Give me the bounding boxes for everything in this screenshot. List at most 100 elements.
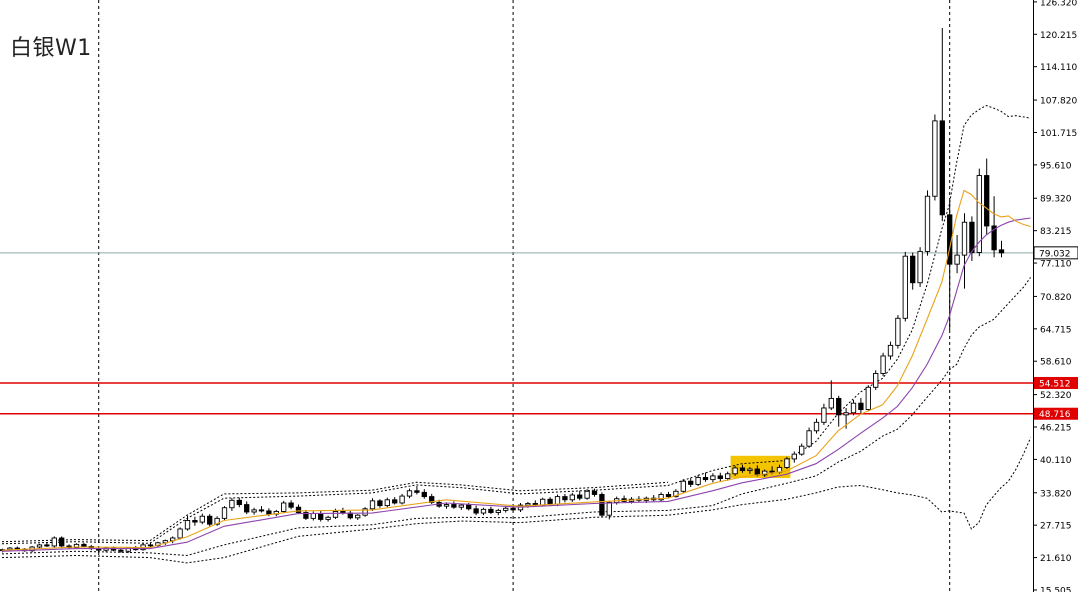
y-tick-label: 89.320: [1040, 195, 1072, 205]
candle-body: [591, 490, 598, 495]
candle: [577, 490, 583, 501]
candle-body: [473, 508, 479, 514]
candle-body: [44, 544, 50, 547]
level-label: 54.512: [1039, 379, 1071, 389]
candle-body: [503, 507, 509, 511]
candle-body: [429, 496, 435, 503]
candle: [910, 252, 916, 290]
candle-body: [784, 458, 790, 468]
candle: [184, 515, 191, 531]
candle-body: [236, 499, 242, 506]
candle: [858, 397, 864, 414]
candle-body: [873, 373, 879, 388]
candle: [688, 478, 694, 488]
candle-body: [251, 509, 257, 513]
candle: [362, 507, 368, 517]
candle: [229, 498, 235, 511]
candle: [665, 491, 672, 499]
candle-body: [310, 513, 316, 519]
candle: [873, 370, 879, 390]
candle-body: [606, 501, 612, 516]
candle-body: [281, 502, 287, 512]
y-tick-label: 33.820: [1040, 489, 1072, 499]
candle-body: [392, 499, 398, 504]
candle: [932, 114, 938, 201]
candle-body: [688, 480, 694, 485]
candle-body: [887, 344, 894, 357]
y-tick-label: 126.320: [1040, 0, 1077, 8]
candle-body: [799, 445, 805, 455]
candle-body: [880, 355, 886, 374]
candle-body: [480, 508, 487, 514]
candle-body: [806, 430, 812, 447]
candle: [377, 499, 383, 508]
y-tick-label: 46.215: [1040, 423, 1072, 433]
candle-body: [406, 490, 413, 497]
candle: [702, 472, 709, 482]
candle: [503, 506, 509, 513]
y-tick-label: 15.505: [1040, 586, 1072, 592]
candle: [991, 196, 997, 258]
candle: [199, 513, 205, 525]
candle: [281, 500, 287, 514]
candle: [384, 497, 390, 508]
candle-body: [266, 510, 272, 515]
candle: [480, 507, 487, 516]
candle-body: [998, 249, 1005, 254]
candle: [406, 488, 413, 499]
candle-body: [51, 537, 57, 547]
candle-body: [673, 490, 679, 498]
candle-body: [939, 120, 945, 216]
candle: [961, 213, 968, 289]
candle: [895, 315, 901, 349]
candle-body: [229, 499, 235, 509]
candle-body: [466, 504, 472, 510]
y-tick-label: 83.215: [1040, 227, 1072, 237]
candle-body: [569, 494, 575, 501]
price-axis-bg: [1033, 0, 1078, 592]
candle-body: [362, 508, 368, 516]
candle: [791, 451, 797, 463]
candle: [251, 507, 257, 515]
candle-body: [828, 397, 834, 409]
candle: [732, 465, 738, 476]
y-tick-label: 114.110: [1040, 63, 1077, 73]
candle: [244, 501, 250, 515]
candle: [673, 489, 679, 498]
candle-body: [147, 544, 154, 547]
candle-body: [769, 470, 775, 473]
candle: [44, 542, 50, 548]
candle: [606, 500, 612, 520]
candle-body: [303, 512, 309, 519]
candle-body: [658, 494, 664, 501]
candle-body: [184, 520, 191, 530]
candle-body: [554, 496, 561, 505]
candle: [392, 497, 398, 505]
candle-body: [865, 386, 871, 411]
candle-body: [858, 402, 864, 411]
level-label: 48.716: [1039, 410, 1071, 420]
candle: [739, 464, 746, 473]
candle-body: [984, 175, 990, 227]
candle-body: [843, 412, 849, 416]
band-lower-line: [1, 277, 1032, 557]
candle-body: [199, 515, 205, 523]
candle: [236, 497, 242, 508]
candle: [969, 216, 975, 261]
candle-body: [725, 473, 731, 480]
candle-body: [258, 509, 265, 512]
candle: [59, 536, 65, 549]
candle: [258, 506, 265, 513]
candle-body: [850, 402, 857, 414]
period-separators: [98, 0, 951, 592]
candle-body: [917, 250, 923, 284]
candle-body: [680, 480, 686, 492]
candle: [36, 543, 43, 549]
candle: [902, 251, 908, 322]
candle: [821, 403, 827, 425]
candle-body: [969, 221, 975, 253]
candle: [569, 492, 575, 502]
candle: [288, 500, 294, 510]
